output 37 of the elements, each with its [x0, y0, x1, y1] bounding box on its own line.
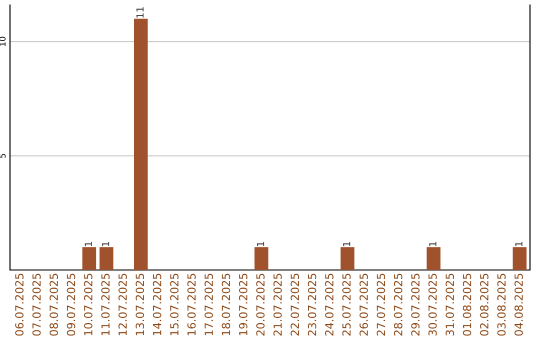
x-tick-label: 20.07.2025: [256, 274, 265, 336]
x-tick-label: 30.07.2025: [428, 274, 437, 336]
data-label: 11: [136, 7, 144, 18]
x-tick-label: 16.07.2025: [187, 274, 196, 336]
x-tick-label: 18.07.2025: [222, 274, 230, 336]
x-tick-label: 29.07.2025: [411, 274, 420, 336]
data-label: 1: [84, 242, 92, 246]
x-tick-label: 25.07.2025: [342, 274, 351, 336]
data-label: 1: [429, 242, 436, 246]
data-label: 1: [256, 242, 264, 246]
x-tick-label: 24.07.2025: [325, 274, 334, 336]
data-label: 1: [515, 242, 522, 246]
x-tick-label: 10.07.2025: [84, 274, 92, 336]
x-tick-label: 31.07.2025: [446, 274, 454, 336]
data-label: 1: [343, 242, 350, 246]
x-tick-label: 28.07.2025: [394, 274, 402, 336]
x-tick-label: 03.08.2025: [497, 274, 506, 336]
x-tick-label: 23.07.2025: [308, 274, 316, 336]
x-tick-label: 09.07.2025: [66, 274, 76, 336]
x-tick-label: 12.07.2025: [118, 274, 127, 336]
x-tick-label: 21.07.2025: [273, 274, 282, 336]
x-tick-label: 27.07.2025: [376, 274, 386, 336]
x-tick-label: 07.07.2025: [32, 274, 41, 336]
x-tick-label: 01.08.2025: [462, 274, 472, 336]
x-tick-label: 08.07.2025: [50, 274, 58, 336]
x-tick-label: 11.07.2025: [101, 274, 110, 336]
x-tick-label: 14.07.2025: [152, 274, 162, 336]
x-tick-label: 04.08.2025: [514, 274, 523, 336]
data-label: 1: [102, 242, 110, 246]
x-tick-label: 17.07.2025: [204, 274, 213, 336]
x-tick-label: 13.07.2025: [136, 274, 144, 336]
x-tick-label: 26.07.2025: [360, 274, 368, 336]
x-tick-label: 19.07.2025: [238, 274, 248, 336]
x-tick-label: 06.07.2025: [15, 274, 24, 336]
x-tick-label: 15.07.2025: [170, 274, 179, 336]
x-tick-label: 02.08.2025: [480, 274, 488, 336]
x-tick-label: 22.07.2025: [290, 274, 300, 336]
